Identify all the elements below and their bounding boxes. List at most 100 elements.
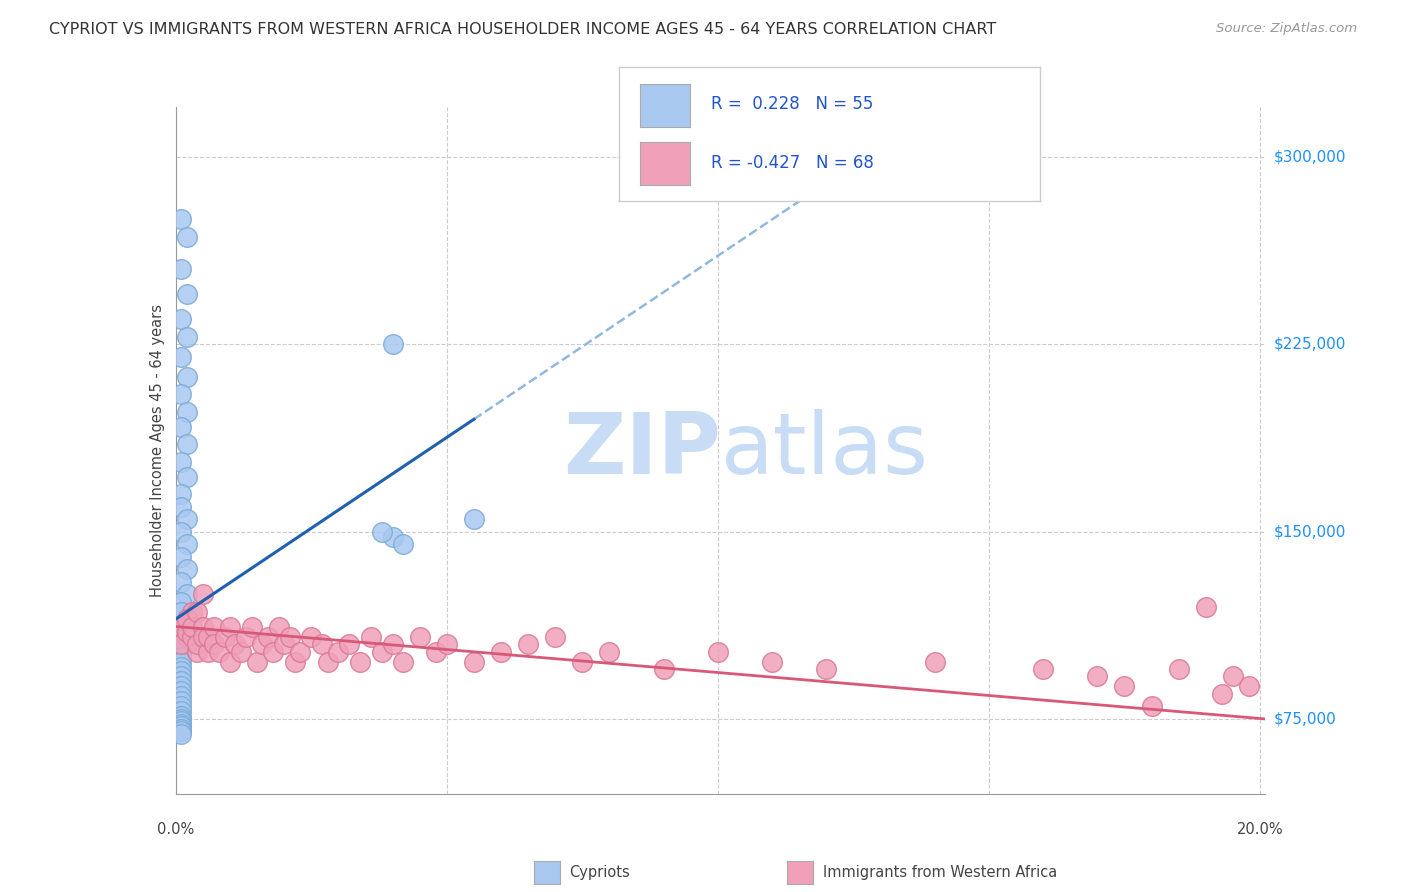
Point (170, 724, 193, 739)
Text: Cypriots: Cypriots (569, 865, 630, 880)
Point (1140, 699, 1163, 714)
Point (284, 655, 307, 669)
Point (311, 637, 333, 651)
Point (176, 330, 198, 344)
Point (219, 619, 242, 633)
Point (381, 530, 404, 544)
Text: 20.0%: 20.0% (1237, 822, 1284, 837)
Point (176, 637, 198, 651)
Point (170, 712, 193, 726)
Text: 0.0%: 0.0% (157, 822, 194, 837)
Point (170, 574, 193, 589)
Point (170, 649, 193, 664)
Text: ZIP: ZIP (562, 409, 721, 492)
Point (571, 655, 593, 669)
Point (202, 637, 225, 651)
Point (761, 655, 783, 669)
Point (257, 630, 280, 644)
Point (170, 674, 193, 689)
Point (436, 637, 458, 651)
Point (381, 337, 404, 351)
Text: $75,000: $75,000 (1274, 712, 1337, 726)
Point (181, 605, 204, 619)
Point (170, 684, 193, 698)
Point (273, 637, 295, 651)
Text: CYPRIOT VS IMMIGRANTS FROM WESTERN AFRICA HOUSEHOLDER INCOME AGES 45 - 64 YEARS : CYPRIOT VS IMMIGRANTS FROM WESTERN AFRIC… (49, 22, 997, 37)
Point (176, 587, 198, 601)
Point (170, 680, 193, 694)
Point (170, 637, 193, 651)
Point (170, 717, 193, 731)
Point (176, 512, 198, 526)
Point (240, 619, 263, 633)
Point (924, 655, 946, 669)
Point (229, 644, 252, 658)
Point (170, 419, 193, 434)
Point (278, 630, 301, 644)
Point (170, 690, 193, 704)
Point (176, 562, 198, 576)
Point (517, 637, 540, 651)
Point (267, 619, 290, 633)
Point (170, 455, 193, 469)
Point (170, 549, 193, 564)
Y-axis label: Householder Income Ages 45 - 64 years: Householder Income Ages 45 - 64 years (149, 304, 165, 597)
Point (170, 709, 193, 723)
Point (186, 605, 208, 619)
Point (235, 630, 257, 644)
Text: R =  0.228   N = 55: R = 0.228 N = 55 (711, 95, 873, 113)
Point (197, 630, 219, 644)
Point (186, 644, 208, 658)
Text: Source: ZipAtlas.com: Source: ZipAtlas.com (1216, 22, 1357, 36)
Point (176, 469, 198, 483)
Point (392, 655, 415, 669)
Point (381, 637, 404, 651)
Point (1211, 687, 1233, 701)
Text: Immigrants from Western Africa: Immigrants from Western Africa (823, 865, 1057, 880)
Point (170, 487, 193, 501)
Point (170, 655, 193, 669)
Text: $225,000: $225,000 (1274, 337, 1346, 351)
Point (170, 719, 193, 733)
Point (170, 500, 193, 514)
Point (202, 619, 225, 633)
Point (1222, 669, 1244, 683)
Point (176, 287, 198, 301)
Point (425, 644, 447, 658)
Point (208, 644, 231, 658)
Point (181, 630, 204, 644)
Point (170, 705, 193, 719)
Point (252, 637, 274, 651)
Point (337, 637, 360, 651)
Point (371, 644, 394, 658)
Point (176, 369, 198, 384)
Point (707, 644, 730, 658)
Point (170, 699, 193, 714)
Point (463, 512, 485, 526)
Point (176, 230, 198, 244)
Point (197, 644, 219, 658)
Point (170, 212, 193, 227)
Point (186, 637, 208, 651)
Point (489, 644, 512, 658)
Point (1237, 680, 1260, 694)
Point (1195, 599, 1218, 614)
Point (191, 630, 214, 644)
Point (181, 619, 204, 633)
Text: $150,000: $150,000 (1274, 524, 1346, 539)
Point (170, 659, 193, 673)
Point (246, 655, 269, 669)
Point (170, 387, 193, 401)
Point (170, 665, 193, 679)
Point (176, 405, 198, 419)
Point (219, 655, 242, 669)
Point (191, 587, 214, 601)
Point (170, 727, 193, 741)
Point (170, 714, 193, 729)
Point (170, 694, 193, 708)
Point (170, 669, 193, 683)
Text: $300,000: $300,000 (1274, 150, 1346, 164)
Point (1114, 680, 1136, 694)
Point (652, 662, 675, 676)
Point (176, 630, 198, 644)
